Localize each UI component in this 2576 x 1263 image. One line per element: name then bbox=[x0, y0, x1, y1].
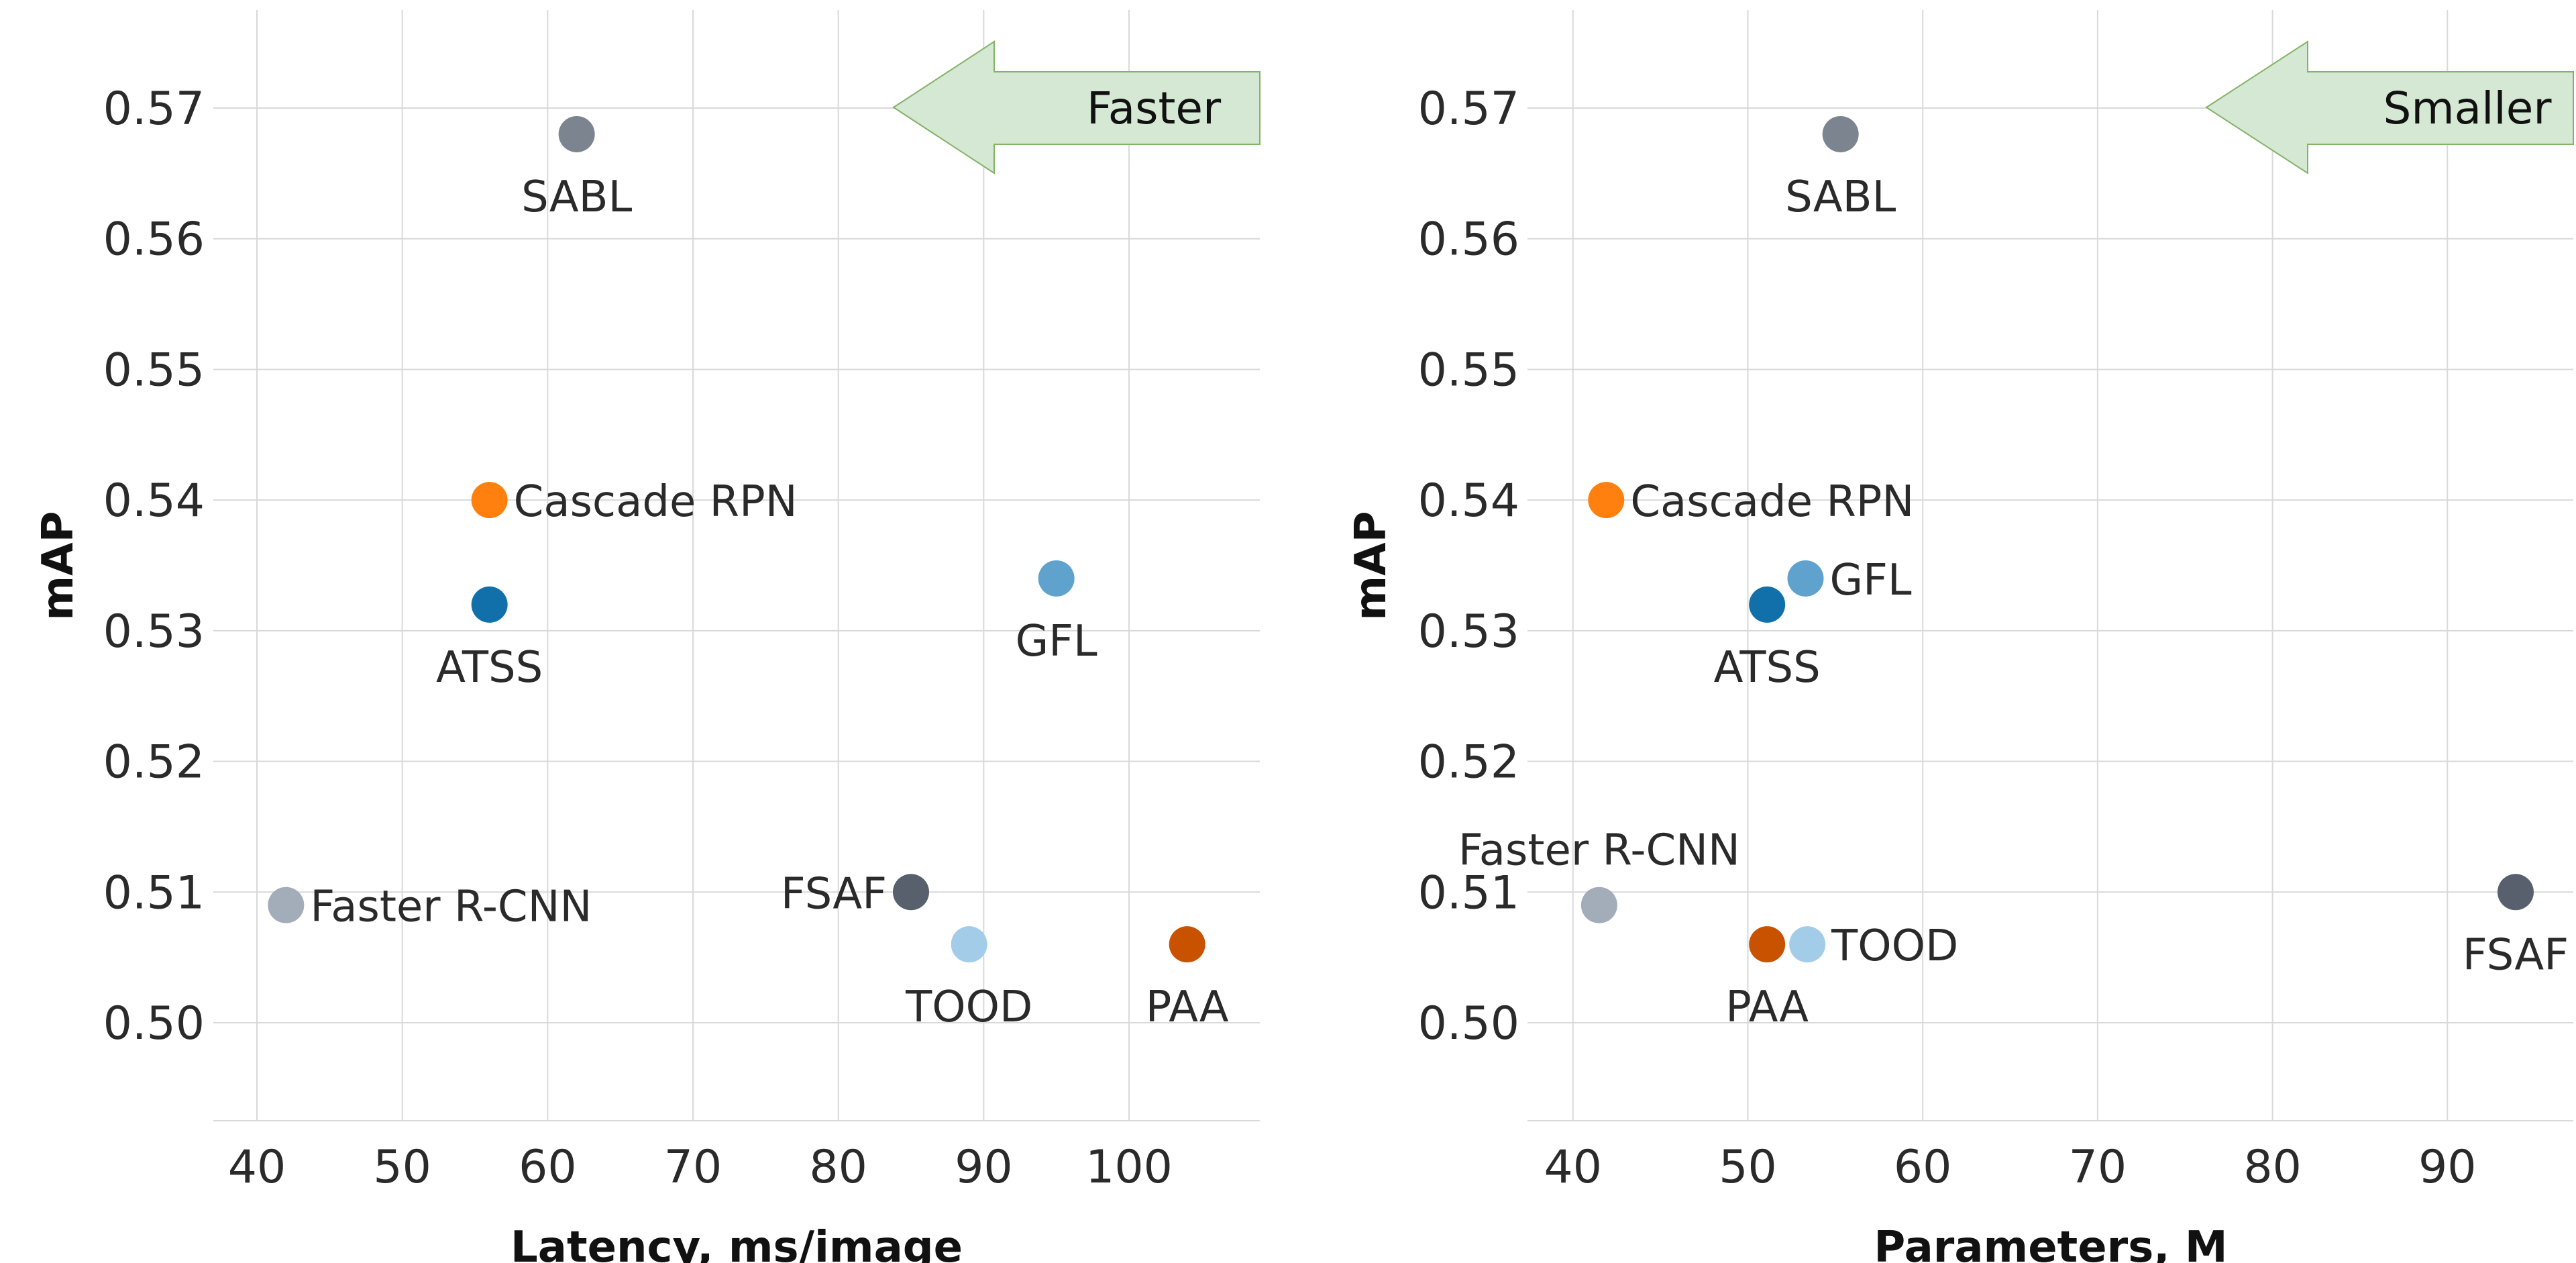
y-tick-label: 0.56 bbox=[1418, 213, 1519, 266]
y-tick-label: 0.52 bbox=[103, 736, 205, 789]
data-point-label: ATSS bbox=[436, 643, 543, 693]
data-point bbox=[1588, 482, 1625, 519]
y-tick-label: 0.52 bbox=[1418, 736, 1519, 789]
data-point bbox=[471, 586, 508, 623]
latency-chart: 40 50 60 70 80 90 100 0.50 0.51 0.52 0.53 0.54 0.55 0… bbox=[34, 10, 1260, 1263]
x-axis-title: Latency, ms/image bbox=[511, 1223, 963, 1263]
x-tick-label: 60 bbox=[1894, 1141, 1952, 1194]
data-point-label: ATSS bbox=[1714, 643, 1821, 693]
data-point-label: SABL bbox=[521, 172, 633, 222]
x-tick-label: 90 bbox=[2418, 1141, 2477, 1194]
x-tick-label: 60 bbox=[519, 1141, 577, 1194]
y-tick-label: 0.50 bbox=[1418, 997, 1519, 1050]
x-axis-title: Parameters, M bbox=[1874, 1223, 2227, 1263]
data-point bbox=[951, 926, 987, 963]
data-point bbox=[1822, 115, 1859, 152]
x-tick-label: 80 bbox=[2243, 1141, 2302, 1194]
data-point-label: Cascade RPN bbox=[514, 477, 798, 527]
y-tick-label: 0.54 bbox=[103, 474, 205, 527]
x-tick-label: 90 bbox=[955, 1141, 1013, 1194]
y-tick-label: 0.57 bbox=[1418, 83, 1519, 136]
data-point-label: Faster R-CNN bbox=[310, 882, 592, 932]
data-point bbox=[1787, 560, 1824, 597]
x-tick-label: 40 bbox=[1544, 1141, 1603, 1194]
data-point bbox=[471, 482, 508, 519]
x-tick-label: 40 bbox=[228, 1141, 286, 1194]
x-tick-label: 50 bbox=[1719, 1141, 1777, 1194]
data-point bbox=[1749, 586, 1786, 623]
x-tick-label: 80 bbox=[809, 1141, 867, 1194]
y-tick-label: 0.50 bbox=[103, 997, 205, 1050]
x-tick-label: 50 bbox=[373, 1141, 431, 1194]
data-point bbox=[1169, 926, 1205, 963]
data-point bbox=[268, 887, 305, 923]
data-point-label: FSAF bbox=[2463, 930, 2569, 980]
left-arrow-icon bbox=[892, 40, 1260, 174]
y-tick-label: 0.57 bbox=[103, 83, 205, 136]
arrow-annotation-label: Smaller bbox=[2383, 83, 2552, 134]
data-point bbox=[1789, 926, 1826, 963]
data-point bbox=[558, 115, 595, 152]
parameters-chart: 40 50 60 70 80 90 0.50 0.51 0.52 0.53 0.54 0.55 0.56… bbox=[1346, 10, 2574, 1263]
data-point bbox=[1580, 887, 1617, 923]
x-tick-label: 70 bbox=[664, 1141, 722, 1194]
data-point-label: Faster R-CNN bbox=[1458, 826, 1740, 876]
data-point-label: TOOD bbox=[1831, 921, 1958, 971]
y-tick-label: 0.56 bbox=[103, 213, 205, 266]
arrow-annotation-label: Faster bbox=[1087, 83, 1222, 134]
data-point-label: GFL bbox=[1830, 556, 1912, 605]
left-arrow-icon bbox=[2205, 40, 2574, 174]
data-point bbox=[893, 874, 929, 911]
data-point-label: PAA bbox=[1725, 982, 1809, 1032]
y-tick-label: 0.53 bbox=[1418, 605, 1519, 658]
data-point-label: GFL bbox=[1016, 617, 1097, 666]
data-point-label: Cascade RPN bbox=[1630, 477, 1914, 527]
y-axis-title: mAP bbox=[1346, 511, 1396, 620]
data-point-label: TOOD bbox=[905, 982, 1032, 1032]
data-point bbox=[1038, 560, 1075, 597]
y-tick-label: 0.55 bbox=[1418, 344, 1519, 397]
y-tick-label: 0.53 bbox=[103, 605, 205, 658]
data-point-label: FSAF bbox=[781, 869, 887, 919]
data-point-label: SABL bbox=[1785, 172, 1896, 222]
data-point bbox=[1749, 926, 1786, 963]
y-tick-label: 0.54 bbox=[1418, 474, 1519, 527]
y-axis-title: mAP bbox=[34, 511, 83, 620]
y-tick-label: 0.55 bbox=[103, 344, 205, 397]
data-point bbox=[2497, 874, 2534, 911]
data-point-label: PAA bbox=[1146, 982, 1229, 1032]
y-tick-label: 0.51 bbox=[103, 866, 205, 919]
x-tick-label: 70 bbox=[2069, 1141, 2127, 1194]
y-tick-label: 0.51 bbox=[1418, 866, 1519, 919]
x-tick-label: 100 bbox=[1085, 1141, 1173, 1194]
